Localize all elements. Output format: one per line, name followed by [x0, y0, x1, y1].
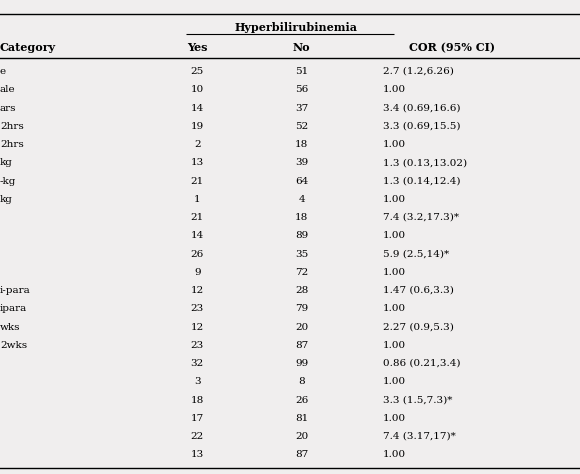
Text: 1.00: 1.00 — [383, 195, 406, 204]
Text: 3.3 (0.69,15.5): 3.3 (0.69,15.5) — [383, 122, 461, 131]
Text: 10: 10 — [191, 85, 204, 94]
Text: 56: 56 — [295, 85, 308, 94]
Text: 1.00: 1.00 — [383, 268, 406, 277]
Text: kg: kg — [0, 158, 13, 167]
Text: kg: kg — [0, 195, 13, 204]
Text: 18: 18 — [295, 140, 308, 149]
Text: No: No — [293, 42, 310, 53]
Text: 23: 23 — [191, 304, 204, 313]
Text: 0.86 (0.21,3.4): 0.86 (0.21,3.4) — [383, 359, 461, 368]
Text: 5.9 (2.5,14)*: 5.9 (2.5,14)* — [383, 249, 449, 258]
Text: 19: 19 — [191, 122, 204, 131]
Text: 12: 12 — [191, 286, 204, 295]
Text: 2: 2 — [194, 140, 201, 149]
Text: 18: 18 — [295, 213, 308, 222]
Text: 4: 4 — [298, 195, 305, 204]
Text: 32: 32 — [191, 359, 204, 368]
Text: 1.00: 1.00 — [383, 85, 406, 94]
Text: 1.00: 1.00 — [383, 450, 406, 459]
Text: 52: 52 — [295, 122, 308, 131]
Text: 23: 23 — [191, 341, 204, 350]
Text: 99: 99 — [295, 359, 308, 368]
Text: 3: 3 — [194, 377, 201, 386]
Text: -kg: -kg — [0, 176, 16, 185]
Text: ars: ars — [0, 103, 16, 112]
Text: 39: 39 — [295, 158, 308, 167]
Text: 14: 14 — [191, 231, 204, 240]
Text: Hyperbilirubinemia: Hyperbilirubinemia — [234, 22, 357, 33]
Text: 8: 8 — [298, 377, 305, 386]
Text: 13: 13 — [191, 450, 204, 459]
Text: 87: 87 — [295, 450, 308, 459]
Text: 3.3 (1.5,7.3)*: 3.3 (1.5,7.3)* — [383, 395, 452, 404]
Text: 13: 13 — [191, 158, 204, 167]
Text: 1.00: 1.00 — [383, 140, 406, 149]
Text: 18: 18 — [191, 395, 204, 404]
Text: 51: 51 — [295, 67, 308, 76]
Text: 72: 72 — [295, 268, 308, 277]
Text: 9: 9 — [194, 268, 201, 277]
Text: 1.3 (0.14,12.4): 1.3 (0.14,12.4) — [383, 176, 461, 185]
Text: COR (95% CI): COR (95% CI) — [409, 42, 495, 53]
Text: 1.00: 1.00 — [383, 304, 406, 313]
Text: 2.7 (1.2,6.26): 2.7 (1.2,6.26) — [383, 67, 454, 76]
Text: 64: 64 — [295, 176, 308, 185]
Text: Yes: Yes — [187, 42, 208, 53]
Text: 1.00: 1.00 — [383, 377, 406, 386]
Text: 17: 17 — [191, 414, 204, 423]
Text: 2hrs: 2hrs — [0, 140, 24, 149]
Text: 12: 12 — [191, 322, 204, 331]
Text: 2hrs: 2hrs — [0, 122, 24, 131]
Text: 37: 37 — [295, 103, 308, 112]
Text: ipara: ipara — [0, 304, 27, 313]
Text: 1.3 (0.13,13.02): 1.3 (0.13,13.02) — [383, 158, 467, 167]
Text: 1.47 (0.6,3.3): 1.47 (0.6,3.3) — [383, 286, 454, 295]
Text: 87: 87 — [295, 341, 308, 350]
Text: 2wks: 2wks — [0, 341, 27, 350]
Text: 20: 20 — [295, 322, 308, 331]
Text: Category: Category — [0, 42, 56, 53]
Text: 14: 14 — [191, 103, 204, 112]
Text: 1.00: 1.00 — [383, 231, 406, 240]
Text: i-para: i-para — [0, 286, 31, 295]
Text: 21: 21 — [191, 213, 204, 222]
Text: 7.4 (3.17,17)*: 7.4 (3.17,17)* — [383, 432, 455, 441]
Text: 2.27 (0.9,5.3): 2.27 (0.9,5.3) — [383, 322, 454, 331]
Text: 1.00: 1.00 — [383, 341, 406, 350]
Text: 81: 81 — [295, 414, 308, 423]
Text: 89: 89 — [295, 231, 308, 240]
Text: 3.4 (0.69,16.6): 3.4 (0.69,16.6) — [383, 103, 461, 112]
Text: 26: 26 — [191, 249, 204, 258]
Text: 21: 21 — [191, 176, 204, 185]
Text: 1.00: 1.00 — [383, 414, 406, 423]
Text: 35: 35 — [295, 249, 308, 258]
Text: 20: 20 — [295, 432, 308, 441]
Text: ale: ale — [0, 85, 16, 94]
Text: 1: 1 — [194, 195, 201, 204]
Text: wks: wks — [0, 322, 20, 331]
Text: 28: 28 — [295, 286, 308, 295]
Text: e: e — [0, 67, 6, 76]
Text: 79: 79 — [295, 304, 308, 313]
Text: 26: 26 — [295, 395, 308, 404]
Text: 25: 25 — [191, 67, 204, 76]
Text: 22: 22 — [191, 432, 204, 441]
Text: 7.4 (3.2,17.3)*: 7.4 (3.2,17.3)* — [383, 213, 459, 222]
